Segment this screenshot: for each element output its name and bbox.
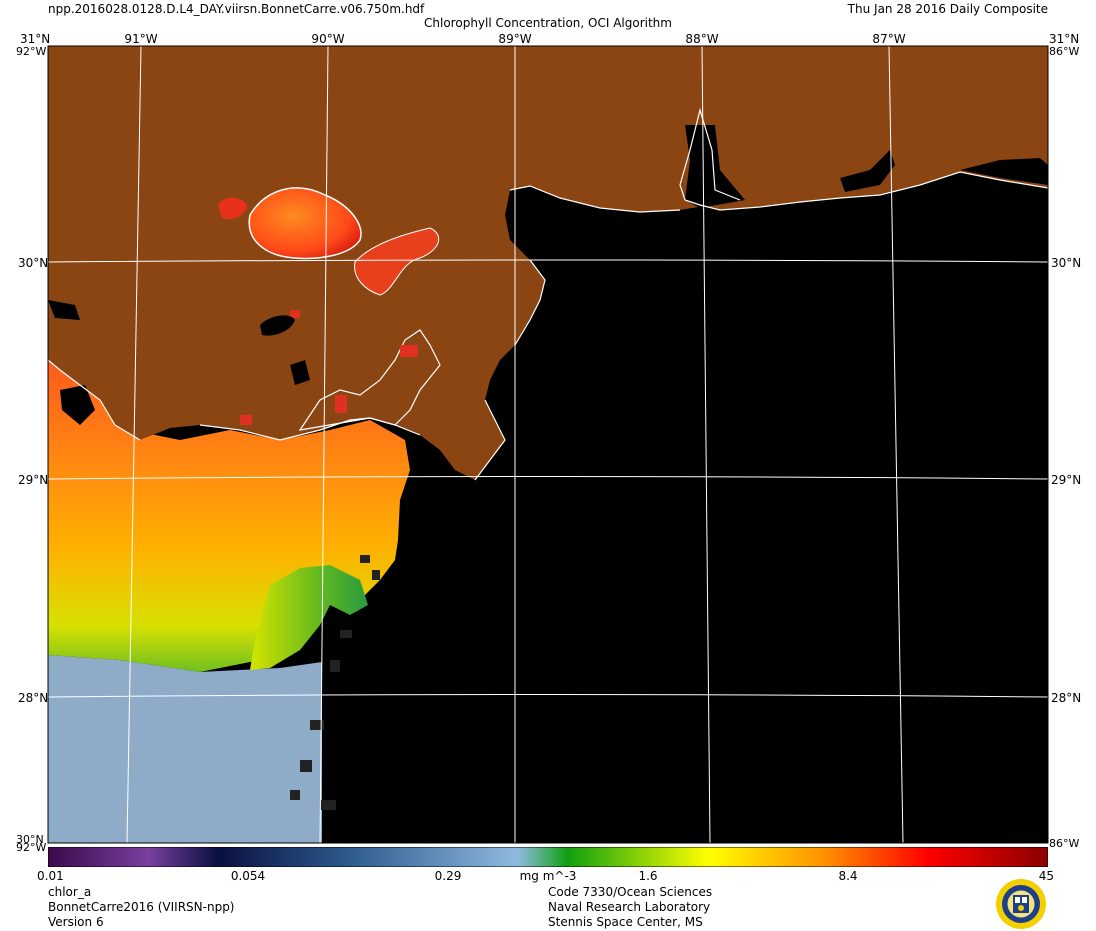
colorbar-tick-0: 0.01 [37, 869, 64, 883]
colorbar [48, 847, 1048, 867]
lake-maurepas [218, 197, 247, 220]
footer-code: Code 7330/Ocean Sciences [548, 885, 713, 899]
map-frame [47, 45, 1049, 844]
footer-version: Version 6 [48, 915, 104, 929]
green-transition-water [250, 565, 368, 670]
corner-label-top-left: 31°N [20, 32, 51, 46]
colorbar-tick-2: 0.29 [434, 869, 462, 883]
lat-label-29n-right: 29°N [1051, 473, 1082, 487]
graticule [47, 45, 1049, 844]
lon-label-88w: 88°W [685, 32, 719, 46]
footer-lab: Naval Research Laboratory [548, 900, 711, 914]
date-label: Thu Jan 28 2016 Daily Composite [847, 2, 1048, 16]
lon-label-89w: 89°W [498, 32, 532, 46]
map-title: Chlorophyll Concentration, OCI Algorithm [424, 16, 672, 30]
colorbar-unit-label: mg m^-3 [519, 869, 577, 883]
footer-dataset: BonnetCarre2016 (VIIRSN-npp) [48, 900, 235, 914]
lon-label-87w: 87°W [872, 32, 906, 46]
filename-label: npp.2016028.0128.D.L4_DAY.viirsn.BonnetC… [48, 2, 425, 16]
lon-label-90w: 90°W [311, 32, 345, 46]
lat-label-30n-right: 30°N [1051, 256, 1082, 270]
blue-offshore-water [48, 655, 322, 843]
corner-label-bottom-right: 86°W [1049, 837, 1080, 850]
corner-label-top-right: 31°N [1049, 32, 1080, 46]
colorbar-tick-6: 45 [1038, 869, 1054, 883]
corner-label-top-left-lon: 92°W [16, 45, 47, 58]
lat-label-28n-right: 28°N [1051, 691, 1082, 705]
lat-label-28n-left: 28°N [18, 691, 49, 705]
footer-product: chlor_a [48, 885, 92, 899]
colorbar-tick-4: 1.6 [638, 869, 658, 883]
coastline [47, 107, 1049, 481]
inland-water [48, 125, 1048, 425]
corner-label-bottom-left: 30°N [16, 833, 44, 846]
footer-location: Stennis Space Center, MS [548, 915, 703, 929]
plume-edge-speckle [290, 555, 380, 810]
lat-label-29n-left: 29°N [18, 473, 49, 487]
delta-patches [240, 310, 418, 425]
corner-label-top-right-lon: 86°W [1049, 45, 1080, 58]
corner-label-bottom-left-lon: 92°W [16, 841, 47, 854]
lat-label-30n-left: 30°N [18, 256, 49, 270]
lake-borgne [354, 227, 440, 296]
colorbar-tick-1: 0.054 [230, 869, 266, 883]
lake-pontchartrain [248, 187, 362, 260]
lon-label-91w: 91°W [124, 32, 158, 46]
nrl-seal-logo [996, 879, 1046, 929]
colorbar-tick-5: 8.4 [838, 869, 858, 883]
